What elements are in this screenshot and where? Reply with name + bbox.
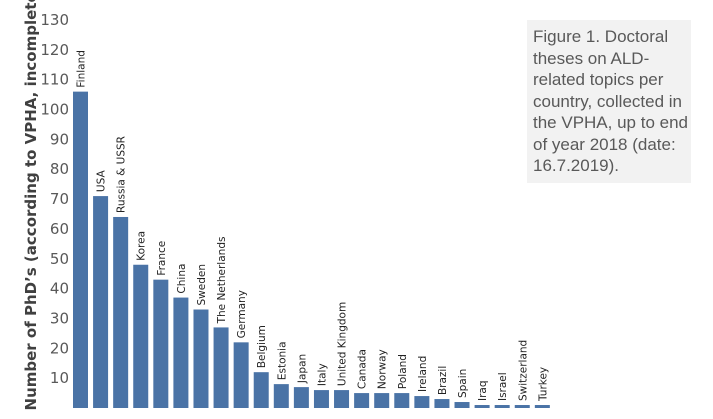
bar bbox=[213, 327, 229, 408]
category-label: Sweden bbox=[196, 264, 208, 306]
bar bbox=[354, 393, 370, 408]
y-axis-label: Number of PhD’s (according to VPHA, inco… bbox=[22, 0, 40, 410]
y-tick-label: 80 bbox=[50, 160, 69, 178]
y-tick-label: 120 bbox=[40, 41, 69, 59]
category-label: Iraq bbox=[477, 381, 489, 402]
category-label: Finland bbox=[76, 50, 88, 88]
y-axis-label-group: Number of PhD’s (according to VPHA, inco… bbox=[22, 0, 40, 410]
bar bbox=[313, 390, 329, 408]
y-axis-ticks: 10 20 30 40 50 60 70 80 90 100 110 120 130 bbox=[40, 11, 69, 387]
category-labels: Finland USA Russia & USSR Korea France China S… bbox=[76, 50, 550, 402]
category-label: United Kingdom bbox=[337, 302, 349, 386]
bar bbox=[153, 279, 169, 408]
y-tick-label: 50 bbox=[50, 250, 69, 268]
category-label: The Netherlands bbox=[216, 237, 228, 325]
category-label: Belgium bbox=[256, 325, 268, 368]
bar bbox=[474, 405, 490, 408]
figure-caption: Figure 1. Doctoral theses on ALD-related… bbox=[533, 27, 688, 175]
category-label: Poland bbox=[397, 354, 409, 389]
bar bbox=[514, 405, 530, 408]
bar bbox=[73, 91, 88, 408]
bar bbox=[273, 384, 289, 408]
category-label: Italy bbox=[316, 363, 328, 386]
y-tick-label: 70 bbox=[50, 190, 69, 208]
category-label: China bbox=[176, 264, 188, 294]
bar bbox=[414, 396, 430, 408]
y-tick-label: 100 bbox=[40, 101, 69, 119]
y-tick-label: 110 bbox=[40, 71, 69, 89]
bar bbox=[374, 393, 390, 408]
bar bbox=[434, 399, 450, 408]
category-label: Ireland bbox=[417, 356, 429, 392]
bar bbox=[334, 390, 350, 408]
bar bbox=[133, 264, 149, 408]
category-label: Korea bbox=[136, 231, 148, 261]
y-tick-label: 90 bbox=[50, 130, 69, 148]
figure-caption-box: Figure 1. Doctoral theses on ALD-related… bbox=[527, 20, 691, 183]
category-label: Germany bbox=[236, 290, 248, 338]
bar bbox=[93, 196, 109, 408]
category-label: Israel bbox=[497, 372, 509, 401]
y-tick-label: 130 bbox=[40, 11, 69, 29]
y-tick-label: 40 bbox=[50, 280, 69, 298]
category-label: Brazil bbox=[437, 366, 449, 395]
category-label: Spain bbox=[457, 369, 469, 398]
bar bbox=[534, 405, 550, 408]
bar bbox=[233, 342, 249, 408]
category-label: Switzerland bbox=[517, 340, 529, 401]
bar bbox=[494, 405, 510, 408]
category-label: Estonia bbox=[276, 341, 288, 380]
bar bbox=[394, 393, 410, 408]
bars bbox=[73, 91, 550, 408]
bar bbox=[454, 402, 470, 408]
y-tick-label: 20 bbox=[50, 339, 69, 357]
category-label: Japan bbox=[296, 354, 308, 384]
y-tick-label: 10 bbox=[50, 369, 69, 387]
category-label: Canada bbox=[357, 349, 369, 389]
bar bbox=[173, 297, 189, 408]
bar bbox=[193, 309, 209, 408]
bar bbox=[253, 372, 269, 408]
y-tick-label: 30 bbox=[50, 309, 69, 327]
category-label: France bbox=[156, 241, 168, 276]
y-tick-label: 60 bbox=[50, 220, 69, 238]
bar bbox=[293, 387, 309, 408]
bar bbox=[113, 216, 129, 408]
category-label: Norway bbox=[377, 349, 389, 389]
category-label: USA bbox=[96, 170, 108, 193]
category-label: Turkey bbox=[537, 367, 549, 402]
category-label: Russia & USSR bbox=[116, 136, 128, 213]
